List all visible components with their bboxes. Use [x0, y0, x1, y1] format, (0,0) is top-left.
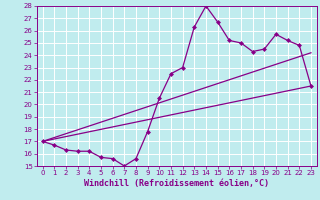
- X-axis label: Windchill (Refroidissement éolien,°C): Windchill (Refroidissement éolien,°C): [84, 179, 269, 188]
